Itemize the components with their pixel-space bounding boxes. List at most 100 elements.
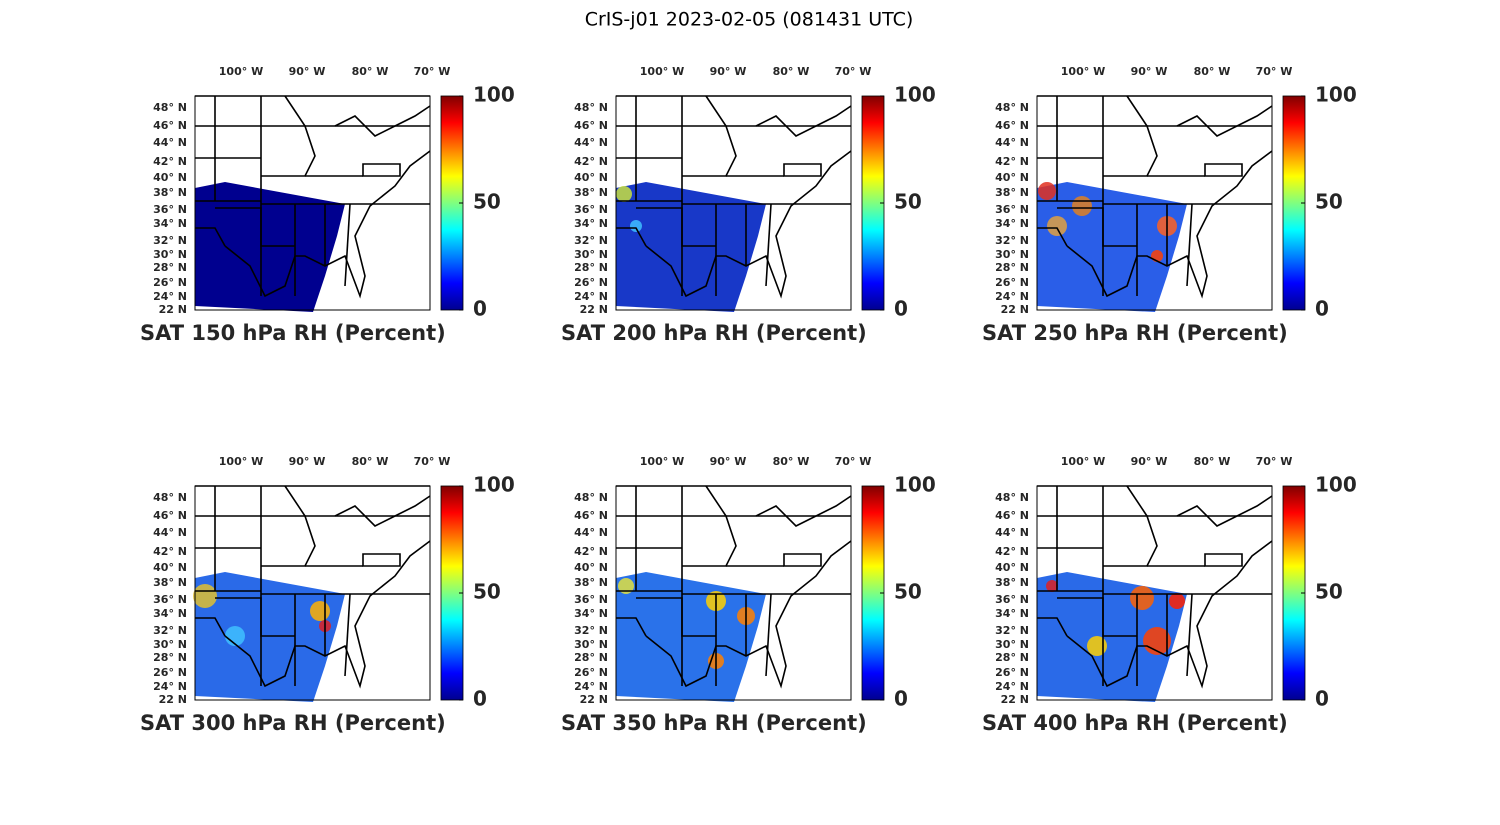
state-border [755, 105, 852, 137]
colorbar-label: 50 [1315, 190, 1343, 214]
lon-label: 80° W [773, 65, 810, 78]
lon-label: 90° W [289, 65, 326, 78]
lat-label: 42° N [574, 545, 608, 558]
colorbar-label: 50 [473, 190, 501, 214]
lat-label: 34° N [995, 217, 1029, 230]
lat-label: 22 N [159, 303, 187, 316]
lat-label: 32° N [574, 234, 608, 247]
colorbar-label: 100 [894, 83, 936, 107]
lat-label: 26° N [153, 276, 187, 289]
lat-label: 26° N [995, 666, 1029, 679]
lon-label: 70° W [1256, 65, 1293, 78]
lon-label: 90° W [289, 455, 326, 468]
data-patch [193, 584, 217, 608]
panel-title: SAT 200 hPa RH (Percent) [561, 321, 867, 345]
map-panel: 48° N 46° N 44° N 42° N 40° N 38° N 36° N34° N… [982, 455, 1357, 735]
lat-label: 40° N [153, 171, 187, 184]
lat-label: 46° N [574, 509, 608, 522]
state-border [765, 593, 772, 677]
lat-label: 34° N [574, 217, 608, 230]
lat-label: 28° N [153, 651, 187, 664]
lat-label: 46° N [574, 119, 608, 132]
lat-label: 38° N [574, 576, 608, 589]
state-border [1037, 157, 1103, 202]
lat-label: 44° N [574, 136, 608, 149]
panel-title: SAT 150 hPa RH (Percent) [140, 321, 446, 345]
lat-label: 32° N [995, 624, 1029, 637]
lat-label: 42° N [153, 545, 187, 558]
lat-label: 28° N [574, 261, 608, 274]
lon-label: 100° W [219, 455, 263, 468]
panel-title: SAT 350 hPa RH (Percent) [561, 711, 867, 735]
lon-label: 70° W [835, 455, 872, 468]
lat-label: 44° N [995, 136, 1029, 149]
lat-label: 26° N [995, 276, 1029, 289]
state-border [636, 597, 716, 637]
state-border [783, 163, 822, 177]
map-frame [615, 95, 852, 311]
colorbar-label: 50 [1315, 580, 1343, 604]
lat-label: 38° N [995, 576, 1029, 589]
state-border [1057, 207, 1137, 247]
colorbar-label: 50 [894, 190, 922, 214]
data-patch [1047, 216, 1067, 236]
lat-label: 36° N [153, 203, 187, 216]
lat-label: 34° N [995, 607, 1029, 620]
state-border [195, 617, 226, 637]
lat-label: 30° N [153, 638, 187, 651]
state-border [344, 593, 351, 677]
lat-label: 42° N [995, 155, 1029, 168]
state-border [1037, 486, 1272, 591]
state-border [362, 553, 401, 567]
data-patch [310, 601, 330, 621]
lat-label: 26° N [153, 666, 187, 679]
lat-label: 24° N [574, 680, 608, 693]
lon-label: 80° W [352, 65, 389, 78]
state-border [261, 95, 316, 177]
figure-title: CrIS-j01 2023-02-05 (081431 UTC) [585, 9, 914, 31]
lat-label: 36° N [574, 593, 608, 606]
lon-label: 90° W [710, 65, 747, 78]
lat-label: 32° N [153, 624, 187, 637]
state-border [1103, 485, 1158, 567]
colorbar-label: 100 [1315, 473, 1357, 497]
state-border [616, 227, 647, 247]
lat-label: 48° N [574, 101, 608, 114]
lat-label: 24° N [995, 290, 1029, 303]
lon-label: 90° W [710, 455, 747, 468]
lon-label: 100° W [219, 65, 263, 78]
lat-label: 34° N [153, 607, 187, 620]
lat-label: 42° N [574, 155, 608, 168]
state-border [1176, 495, 1273, 527]
lat-label: 26° N [574, 666, 608, 679]
lon-label: 70° W [414, 65, 451, 78]
lon-label: 80° W [1194, 65, 1231, 78]
lat-label: 30° N [153, 248, 187, 261]
state-border [195, 227, 226, 247]
state-border [645, 150, 852, 299]
colorbar-label: 50 [473, 580, 501, 604]
state-border [636, 207, 716, 247]
state-border [1037, 547, 1103, 592]
colorbar-label: 0 [1315, 297, 1329, 321]
state-border [1037, 617, 1068, 637]
lat-label: 40° N [995, 561, 1029, 574]
map-panel: 48° N 46° N 44° N 42° N 40° N 38° N 36° N34° N… [140, 65, 515, 345]
lat-label: 44° N [995, 526, 1029, 539]
lon-label: 70° W [835, 65, 872, 78]
lat-label: 48° N [153, 101, 187, 114]
colorbar-label: 50 [894, 580, 922, 604]
colorbar-label: 100 [1315, 83, 1357, 107]
lat-label: 30° N [995, 248, 1029, 261]
lat-label: 48° N [995, 491, 1029, 504]
state-border [224, 540, 431, 689]
data-swath [195, 572, 345, 702]
state-border [1204, 553, 1243, 567]
lon-label: 80° W [352, 455, 389, 468]
state-border [616, 96, 851, 201]
lat-label: 24° N [995, 680, 1029, 693]
state-border [1057, 597, 1137, 637]
map-panel: 48° N 46° N 44° N 42° N 40° N 38° N 36° N34° N… [561, 65, 936, 345]
data-swath [195, 182, 345, 312]
lat-label: 38° N [574, 186, 608, 199]
